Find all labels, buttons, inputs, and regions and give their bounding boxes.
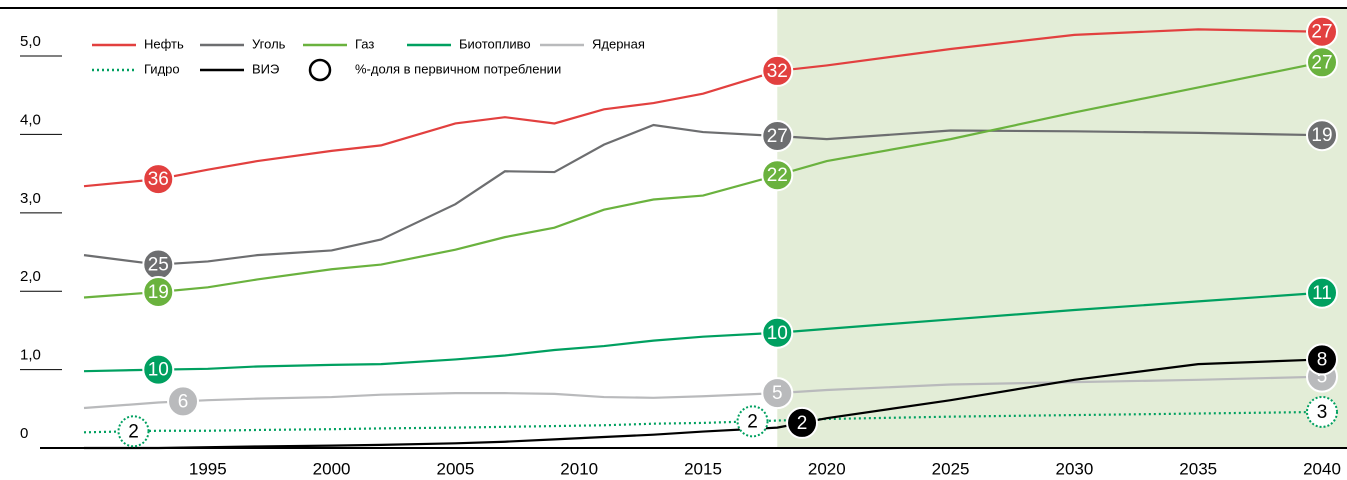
share-marker bbox=[761, 377, 794, 410]
series-line bbox=[83, 28, 1323, 188]
x-tick-label: 2015 bbox=[684, 459, 722, 478]
share-marker bbox=[736, 405, 769, 438]
x-tick-label: 2035 bbox=[1179, 459, 1217, 478]
share-label: 19 bbox=[1311, 125, 1332, 146]
share-label: 2 bbox=[747, 411, 758, 432]
share-marker bbox=[786, 406, 819, 439]
share-label: 2 bbox=[128, 421, 139, 442]
x-tick-label: 2040 bbox=[1303, 459, 1341, 478]
x-tick-label: 1995 bbox=[189, 459, 227, 478]
legend-label: Нефть bbox=[144, 36, 184, 51]
series-line bbox=[83, 410, 1323, 434]
x-tick-label: 2020 bbox=[808, 459, 846, 478]
x-tick-label: 2025 bbox=[932, 459, 970, 478]
share-label: 10 bbox=[148, 360, 169, 381]
x-tick-label: 2010 bbox=[560, 459, 598, 478]
share-label: 11 bbox=[1312, 283, 1332, 304]
legend-label: Гидро bbox=[144, 61, 180, 76]
share-label: 36 bbox=[148, 169, 169, 190]
series-line bbox=[84, 358, 1323, 450]
share-marker bbox=[761, 316, 794, 349]
share-label: 6 bbox=[178, 391, 189, 412]
share-marker bbox=[761, 54, 794, 87]
y-tick-label: 1,0 bbox=[20, 347, 41, 364]
share-label: 3 bbox=[1317, 402, 1328, 423]
share-marker bbox=[1306, 395, 1338, 428]
series-line bbox=[83, 61, 1323, 299]
legend-label: %-доля в первичном потреблении bbox=[355, 61, 561, 76]
y-tick-label: 5,0 bbox=[20, 33, 41, 50]
share-marker bbox=[761, 159, 794, 192]
legend-label: Газ bbox=[355, 36, 374, 51]
share-label: 5 bbox=[1317, 367, 1328, 388]
share-marker bbox=[1306, 46, 1338, 79]
series-line bbox=[83, 123, 1323, 266]
share-marker bbox=[1306, 119, 1338, 152]
legend-label: Биотопливо bbox=[459, 36, 531, 51]
share-label: 5 bbox=[772, 383, 783, 404]
x-tick-label: 2005 bbox=[436, 459, 474, 478]
share-label: 27 bbox=[1311, 22, 1332, 43]
legend-label: Уголь bbox=[252, 36, 286, 51]
share-label: 22 bbox=[767, 165, 788, 186]
y-tick-label: 2,0 bbox=[20, 268, 41, 285]
share-label: 10 bbox=[767, 323, 788, 344]
y-tick-label: 3,0 bbox=[20, 190, 41, 207]
y-tick-label: 0 bbox=[20, 425, 28, 442]
share-marker bbox=[761, 119, 794, 152]
legend-label: Ядерная bbox=[592, 36, 645, 51]
x-tick-label: 2030 bbox=[1055, 459, 1093, 478]
share-label: 27 bbox=[767, 126, 788, 147]
share-label: 25 bbox=[148, 255, 169, 276]
share-marker bbox=[142, 353, 175, 386]
share-marker bbox=[167, 385, 200, 418]
share-marker bbox=[142, 163, 175, 196]
share-label: 27 bbox=[1311, 52, 1332, 73]
x-tick-label: 2000 bbox=[313, 459, 351, 478]
share-marker bbox=[117, 415, 150, 448]
share-label: 19 bbox=[148, 282, 169, 303]
forecast-area bbox=[777, 9, 1347, 448]
share-label: 32 bbox=[767, 61, 788, 82]
share-marker bbox=[142, 275, 175, 308]
series-line bbox=[83, 291, 1323, 373]
share-marker bbox=[1306, 276, 1338, 309]
share-label: 8 bbox=[1317, 349, 1328, 370]
legend-label: ВИЭ bbox=[252, 61, 279, 76]
legend-share-icon bbox=[308, 58, 332, 82]
share-marker bbox=[1306, 343, 1338, 376]
series-line bbox=[83, 375, 1323, 410]
share-label: 2 bbox=[797, 413, 808, 434]
y-tick-label: 4,0 bbox=[20, 111, 41, 128]
